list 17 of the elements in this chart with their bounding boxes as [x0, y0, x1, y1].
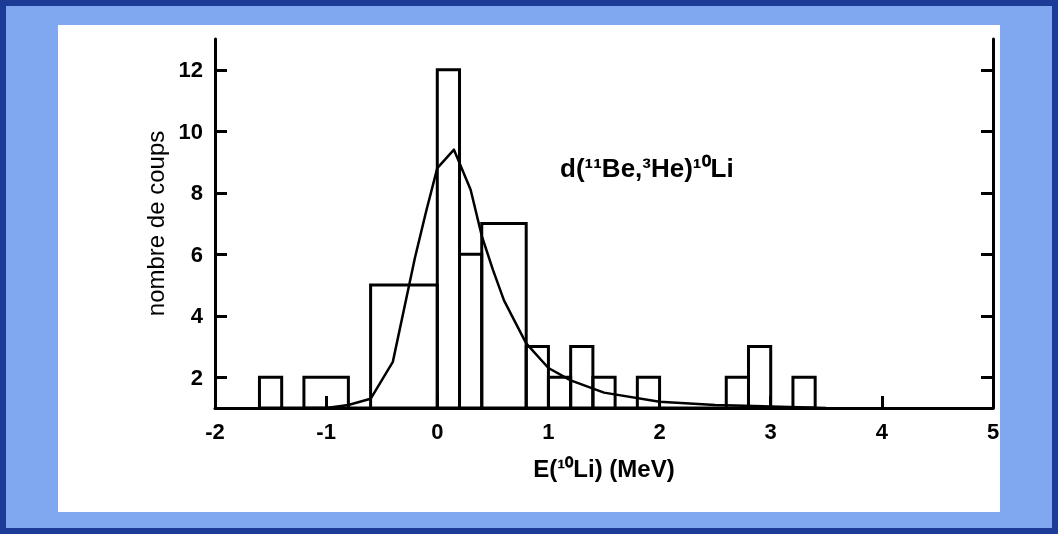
- x-tick-label: 0: [431, 418, 444, 444]
- x-tick-label: -1: [316, 418, 336, 444]
- x-tick-label: 5: [986, 418, 1000, 444]
- x-tick-label: -2: [205, 418, 225, 444]
- x-tick-label: 1: [542, 418, 555, 444]
- y-tick-label: 10: [178, 118, 203, 144]
- y-tick-label: 4: [190, 303, 204, 329]
- x-tick-label: 2: [653, 418, 666, 444]
- y-tick-label: 6: [190, 241, 203, 267]
- y-tick-label: 8: [190, 180, 203, 206]
- text: d(¹¹Be,³He)¹⁰Li: [560, 153, 734, 183]
- x-axis-title: E(¹⁰Li) (MeV): [533, 454, 675, 482]
- x-tick-label: 4: [875, 418, 889, 444]
- x-tick-label: 3: [764, 418, 777, 444]
- y-axis-title: nombre de coups: [141, 130, 169, 317]
- y-tick-label: 2: [190, 364, 203, 390]
- y-tick-label: 12: [178, 57, 203, 83]
